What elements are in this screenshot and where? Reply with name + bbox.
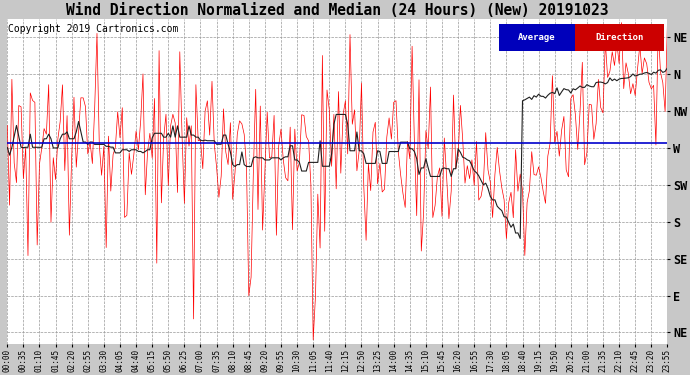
Title: Wind Direction Normalized and Median (24 Hours) (New) 20191023: Wind Direction Normalized and Median (24… <box>66 3 609 18</box>
Text: Copyright 2019 Cartronics.com: Copyright 2019 Cartronics.com <box>8 24 178 34</box>
Bar <box>499 24 575 51</box>
Bar <box>575 24 664 51</box>
Text: Average: Average <box>518 33 556 42</box>
Text: Direction: Direction <box>595 33 644 42</box>
